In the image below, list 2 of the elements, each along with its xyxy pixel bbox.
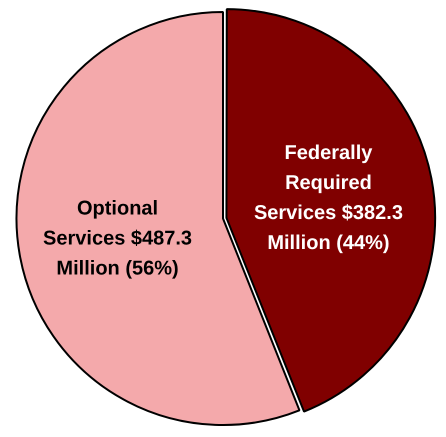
slice-label: Federally Required Services $382.3 Million (44%) [254, 142, 403, 254]
slice-label: Optional Services $487.3 Million (56%) [43, 197, 192, 280]
